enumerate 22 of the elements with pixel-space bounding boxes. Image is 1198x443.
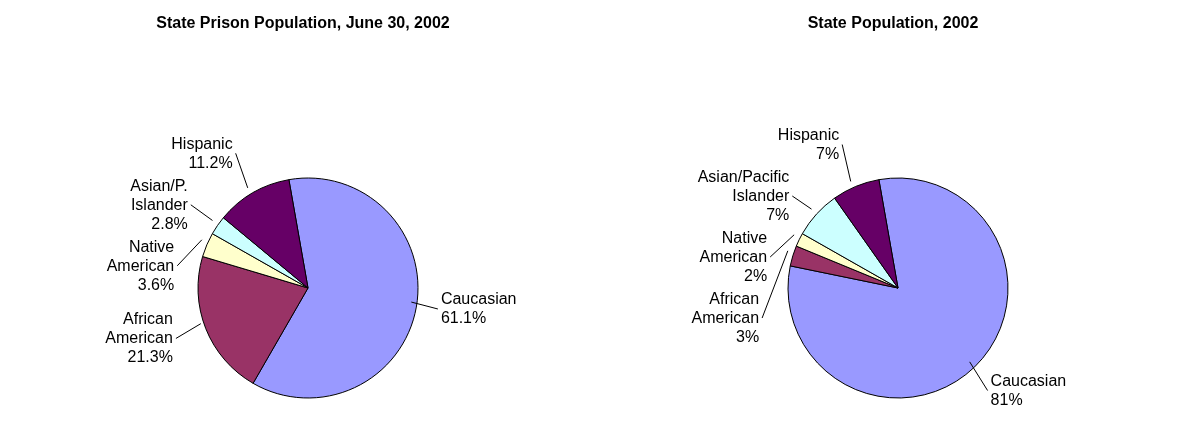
slice-label: Native American: [106, 237, 175, 274]
slice-label: Asian/Pacific Islander: [697, 168, 790, 205]
data-label: 7%: [816, 145, 840, 163]
data-label: 61.1%: [440, 309, 487, 327]
data-label: 2.8%: [151, 214, 188, 232]
data-label: 81%: [990, 391, 1023, 409]
slice-label: Caucasian: [440, 290, 517, 308]
slice-label: African American: [105, 310, 173, 347]
slice-label: Asian/P. Islander: [130, 176, 189, 213]
chart-title: State Prison Population, June 30, 2002: [155, 13, 451, 33]
chart-title: State Population, 2002: [806, 13, 980, 33]
data-label: 3%: [735, 328, 760, 346]
slice-label: Hispanic: [171, 134, 233, 152]
data-label: 2%: [744, 267, 768, 285]
data-label: 7%: [766, 206, 790, 224]
slice-label: Hispanic: [777, 126, 840, 144]
slice-label: Caucasian: [990, 372, 1067, 390]
data-label: 11.2%: [188, 153, 233, 171]
slice-label: Native American: [699, 229, 768, 266]
data-label: 3.6%: [137, 275, 175, 293]
slice-label: African American: [691, 290, 760, 327]
data-label: 21.3%: [127, 348, 173, 366]
